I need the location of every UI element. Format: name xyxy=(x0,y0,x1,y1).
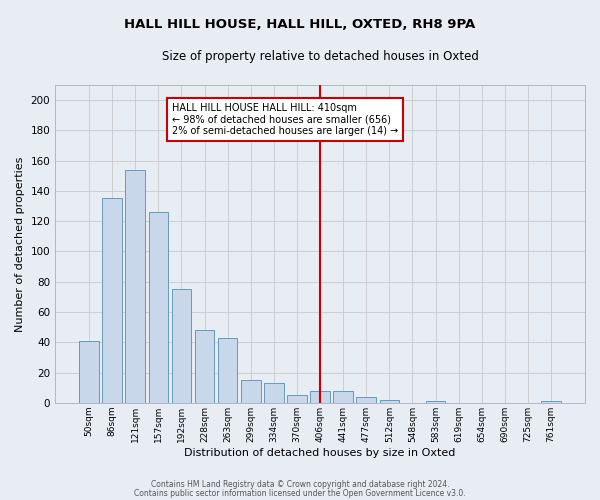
Bar xyxy=(264,383,284,403)
Bar xyxy=(195,330,214,403)
Bar xyxy=(103,198,122,403)
X-axis label: Distribution of detached houses by size in Oxted: Distribution of detached houses by size … xyxy=(184,448,456,458)
Bar xyxy=(79,340,99,403)
Bar xyxy=(241,380,260,403)
Bar xyxy=(287,395,307,403)
Title: Size of property relative to detached houses in Oxted: Size of property relative to detached ho… xyxy=(161,50,479,63)
Text: Contains public sector information licensed under the Open Government Licence v3: Contains public sector information licen… xyxy=(134,488,466,498)
Text: HALL HILL HOUSE HALL HILL: 410sqm
← 98% of detached houses are smaller (656)
2% : HALL HILL HOUSE HALL HILL: 410sqm ← 98% … xyxy=(172,103,398,136)
Bar xyxy=(125,170,145,403)
Bar xyxy=(218,338,238,403)
Bar xyxy=(334,390,353,403)
Text: HALL HILL HOUSE, HALL HILL, OXTED, RH8 9PA: HALL HILL HOUSE, HALL HILL, OXTED, RH8 9… xyxy=(124,18,476,30)
Bar xyxy=(310,390,330,403)
Bar xyxy=(149,212,168,403)
Bar xyxy=(380,400,399,403)
Bar xyxy=(426,402,445,403)
Bar xyxy=(172,290,191,403)
Text: Contains HM Land Registry data © Crown copyright and database right 2024.: Contains HM Land Registry data © Crown c… xyxy=(151,480,449,489)
Y-axis label: Number of detached properties: Number of detached properties xyxy=(15,156,25,332)
Bar xyxy=(356,396,376,403)
Bar xyxy=(541,402,561,403)
